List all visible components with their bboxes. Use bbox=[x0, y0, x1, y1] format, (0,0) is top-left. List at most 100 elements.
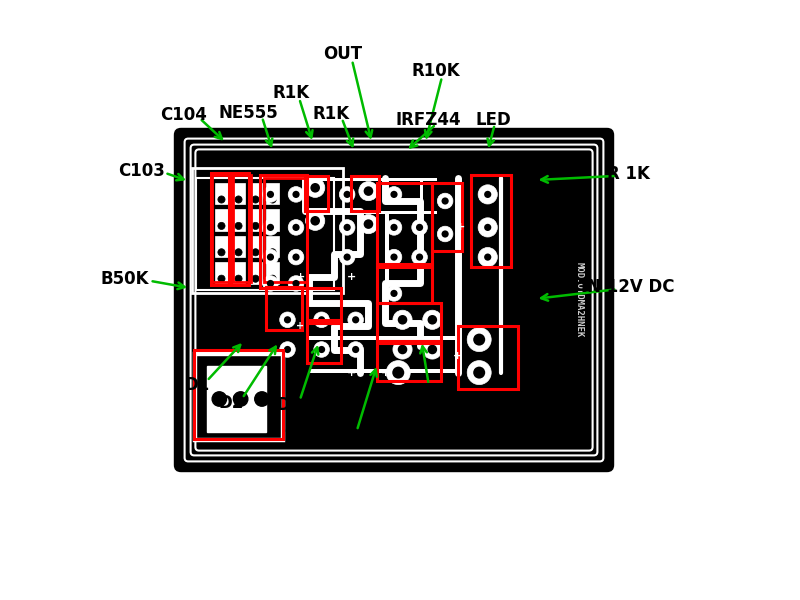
Bar bbox=[232, 183, 245, 204]
Bar bbox=[458, 326, 518, 389]
Circle shape bbox=[267, 280, 274, 287]
Circle shape bbox=[267, 191, 274, 198]
Circle shape bbox=[288, 220, 304, 235]
Bar bbox=[194, 349, 283, 439]
Circle shape bbox=[293, 224, 300, 231]
Circle shape bbox=[390, 191, 398, 198]
Circle shape bbox=[293, 253, 300, 260]
Circle shape bbox=[386, 250, 402, 265]
Circle shape bbox=[359, 214, 378, 233]
Bar bbox=[233, 175, 251, 282]
Text: C104: C104 bbox=[161, 106, 207, 124]
Bar bbox=[386, 214, 389, 283]
Circle shape bbox=[467, 328, 491, 352]
Text: MOD.OTDMA2HNEK: MOD.OTDMA2HNEK bbox=[575, 262, 584, 338]
Text: 16V 1000UF: 16V 1000UF bbox=[284, 428, 396, 446]
Text: +: + bbox=[454, 351, 462, 361]
Circle shape bbox=[218, 222, 225, 229]
Circle shape bbox=[267, 253, 274, 260]
Bar bbox=[206, 366, 266, 432]
Circle shape bbox=[386, 361, 410, 385]
Circle shape bbox=[427, 315, 437, 325]
Text: LED: LED bbox=[475, 111, 511, 129]
Circle shape bbox=[352, 346, 359, 353]
Circle shape bbox=[343, 191, 350, 198]
Circle shape bbox=[288, 187, 304, 202]
Text: R1K: R1K bbox=[313, 105, 350, 123]
Circle shape bbox=[484, 191, 491, 198]
Circle shape bbox=[393, 340, 412, 359]
Circle shape bbox=[473, 334, 485, 346]
Circle shape bbox=[306, 211, 325, 230]
Text: D2: D2 bbox=[218, 394, 243, 412]
Text: OUT: OUT bbox=[323, 45, 362, 63]
Circle shape bbox=[484, 224, 491, 231]
Circle shape bbox=[442, 230, 449, 238]
Circle shape bbox=[318, 346, 325, 353]
Bar bbox=[212, 175, 230, 282]
Circle shape bbox=[364, 219, 374, 229]
Bar bbox=[215, 209, 228, 230]
Circle shape bbox=[235, 222, 242, 229]
Circle shape bbox=[314, 341, 330, 357]
Circle shape bbox=[252, 222, 259, 229]
Circle shape bbox=[390, 253, 398, 260]
Circle shape bbox=[235, 248, 242, 256]
Bar bbox=[266, 209, 279, 230]
Circle shape bbox=[288, 250, 304, 265]
Circle shape bbox=[280, 341, 295, 357]
Circle shape bbox=[393, 310, 412, 329]
Circle shape bbox=[269, 196, 276, 203]
Bar bbox=[305, 176, 328, 211]
Circle shape bbox=[218, 248, 225, 256]
Bar bbox=[249, 262, 262, 283]
Circle shape bbox=[235, 275, 242, 283]
Bar bbox=[306, 320, 341, 362]
Bar bbox=[309, 211, 437, 214]
Text: +: + bbox=[346, 272, 356, 282]
Circle shape bbox=[252, 248, 259, 256]
Text: R 1K: R 1K bbox=[606, 165, 650, 183]
Bar bbox=[377, 341, 441, 381]
Circle shape bbox=[293, 191, 300, 198]
Circle shape bbox=[359, 181, 378, 200]
Circle shape bbox=[348, 341, 363, 357]
Circle shape bbox=[478, 247, 498, 266]
Circle shape bbox=[364, 186, 374, 196]
Bar bbox=[232, 236, 245, 257]
Bar bbox=[232, 262, 245, 283]
Circle shape bbox=[314, 312, 330, 328]
Circle shape bbox=[343, 224, 350, 231]
Circle shape bbox=[343, 253, 350, 260]
Bar bbox=[194, 353, 283, 440]
Bar bbox=[377, 263, 432, 303]
Bar bbox=[196, 178, 334, 290]
Bar bbox=[266, 183, 279, 204]
Text: C473: C473 bbox=[402, 382, 449, 400]
Circle shape bbox=[284, 346, 291, 353]
Circle shape bbox=[386, 220, 402, 235]
Circle shape bbox=[484, 253, 491, 260]
Bar bbox=[470, 175, 511, 267]
Circle shape bbox=[318, 316, 325, 323]
Circle shape bbox=[339, 220, 355, 235]
Circle shape bbox=[398, 315, 407, 325]
Text: D3: D3 bbox=[276, 396, 302, 414]
Circle shape bbox=[438, 226, 453, 242]
Circle shape bbox=[473, 367, 485, 379]
Text: +: + bbox=[455, 223, 465, 232]
Bar bbox=[377, 183, 432, 267]
Text: +: + bbox=[296, 272, 305, 282]
Circle shape bbox=[267, 224, 274, 231]
Circle shape bbox=[262, 250, 278, 265]
Circle shape bbox=[284, 316, 291, 323]
Circle shape bbox=[478, 185, 498, 204]
Circle shape bbox=[427, 344, 437, 354]
Circle shape bbox=[310, 216, 320, 226]
Bar bbox=[249, 183, 262, 204]
Circle shape bbox=[412, 250, 427, 265]
Bar bbox=[249, 236, 262, 257]
Text: R1K: R1K bbox=[272, 84, 310, 102]
Bar bbox=[266, 262, 279, 283]
Circle shape bbox=[348, 312, 363, 328]
